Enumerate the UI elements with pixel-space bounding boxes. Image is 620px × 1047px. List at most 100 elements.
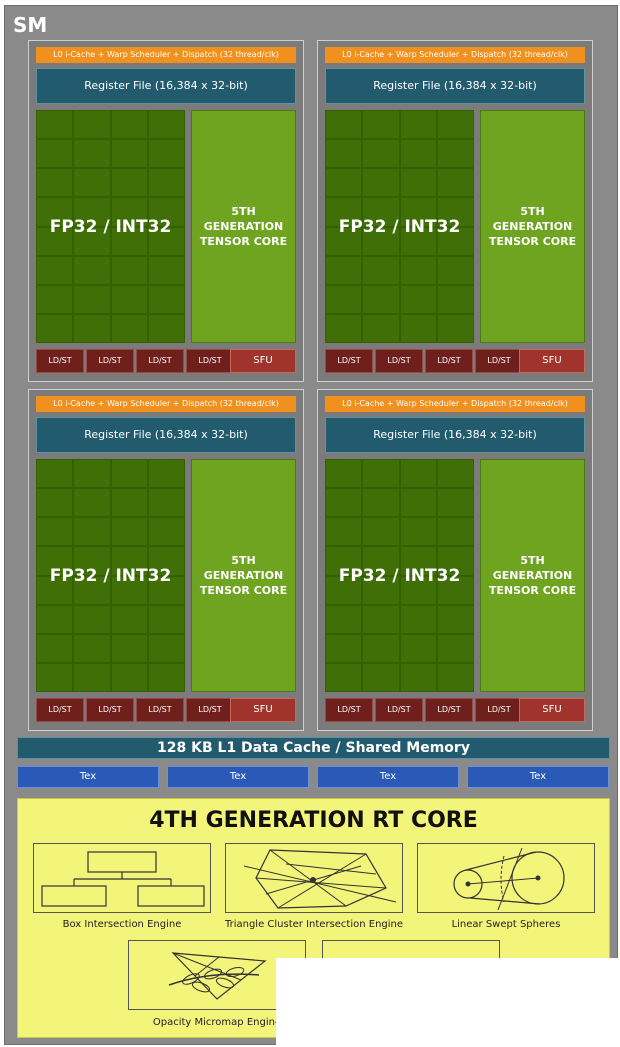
cuda-core <box>326 140 362 168</box>
cuda-core <box>437 518 473 546</box>
tex-unit: Tex <box>467 766 609 788</box>
cuda-core <box>37 285 73 313</box>
cuda-core <box>437 634 473 662</box>
triangle-cluster-engine-label: Triangle Cluster Intersection Engine <box>224 919 404 930</box>
cuda-core <box>400 547 436 575</box>
tex-unit: Tex <box>317 766 459 788</box>
dispatch-bar: L0 i-Cache + Warp Scheduler + Dispatch (… <box>325 47 585 63</box>
cuda-core <box>363 605 399 633</box>
cuda-core <box>74 314 110 342</box>
cuda-core <box>148 314 184 342</box>
cuda-core <box>437 256 473 284</box>
cuda-core <box>437 198 473 226</box>
cuda-core <box>148 285 184 313</box>
cuda-core <box>148 518 184 546</box>
tensor-core: 5TH GENERATION TENSOR CORE <box>191 459 296 692</box>
sfu-unit: SFU <box>230 349 296 373</box>
cuda-core <box>437 489 473 517</box>
cuda-core <box>74 111 110 139</box>
cuda-core-grid <box>36 459 185 692</box>
cuda-core <box>437 140 473 168</box>
cuda-core <box>363 227 399 255</box>
dispatch-bar: L0 i-Cache + Warp Scheduler + Dispatch (… <box>36 47 296 63</box>
cuda-core <box>326 227 362 255</box>
sm-partition: L0 i-Cache + Warp Scheduler + Dispatch (… <box>317 389 593 731</box>
cuda-core <box>326 285 362 313</box>
cuda-core <box>111 518 147 546</box>
cuda-core <box>363 198 399 226</box>
ldst-unit: LD/ST <box>325 349 373 373</box>
cuda-core <box>363 460 399 488</box>
ldst-unit: LD/ST <box>36 349 84 373</box>
cuda-core <box>148 460 184 488</box>
cuda-core <box>37 518 73 546</box>
cuda-core <box>37 547 73 575</box>
cuda-core <box>400 605 436 633</box>
cuda-core <box>437 314 473 342</box>
cuda-core <box>437 547 473 575</box>
cuda-core <box>363 140 399 168</box>
cuda-core <box>111 460 147 488</box>
ldst-unit: LD/ST <box>186 698 234 722</box>
ldst-unit: LD/ST <box>375 349 423 373</box>
cuda-core <box>74 227 110 255</box>
box-hierarchy-icon <box>33 843 211 913</box>
dispatch-bar: L0 i-Cache + Warp Scheduler + Dispatch (… <box>325 396 585 412</box>
cuda-core <box>74 663 110 691</box>
opacity-micromap-engine-label: Opacity Micromap Engine <box>152 1017 282 1028</box>
cuda-core <box>363 314 399 342</box>
ldst-unit: LD/ST <box>375 698 423 722</box>
cuda-core <box>111 111 147 139</box>
cuda-core <box>326 605 362 633</box>
cuda-core <box>326 634 362 662</box>
ldst-unit: LD/ST <box>86 698 134 722</box>
tex-unit: Tex <box>17 766 159 788</box>
cuda-core <box>363 169 399 197</box>
cuda-core <box>37 663 73 691</box>
ldst-unit: LD/ST <box>186 349 234 373</box>
cuda-core <box>37 169 73 197</box>
ldst-unit: LD/ST <box>475 698 523 722</box>
cuda-core <box>74 169 110 197</box>
cuda-core <box>326 314 362 342</box>
cuda-core <box>400 576 436 604</box>
cuda-core <box>74 140 110 168</box>
cuda-core <box>326 576 362 604</box>
cuda-core <box>111 663 147 691</box>
cuda-core <box>437 169 473 197</box>
cuda-core <box>400 634 436 662</box>
ldst-unit: LD/ST <box>325 698 373 722</box>
cuda-core <box>74 460 110 488</box>
rt-core-title: 4TH GENERATION RT CORE <box>149 808 478 833</box>
ldst-unit: LD/ST <box>425 698 473 722</box>
cuda-core <box>111 547 147 575</box>
cuda-core <box>326 489 362 517</box>
cuda-core <box>400 111 436 139</box>
ldst-unit: LD/ST <box>36 698 84 722</box>
cuda-core <box>400 285 436 313</box>
cuda-core <box>37 634 73 662</box>
cuda-core <box>111 198 147 226</box>
cuda-core <box>326 663 362 691</box>
cuda-core <box>111 227 147 255</box>
watermark-cover <box>276 958 620 1047</box>
cuda-core <box>37 256 73 284</box>
tensor-core: 5TH GENERATION TENSOR CORE <box>480 110 585 343</box>
cuda-core <box>37 227 73 255</box>
cuda-core <box>400 489 436 517</box>
cuda-core <box>148 576 184 604</box>
cuda-core-grid <box>325 110 474 343</box>
cuda-core <box>437 460 473 488</box>
cuda-core <box>74 256 110 284</box>
cuda-core <box>74 518 110 546</box>
cuda-core <box>326 518 362 546</box>
sfu-unit: SFU <box>230 698 296 722</box>
cuda-core <box>148 256 184 284</box>
cuda-core <box>326 547 362 575</box>
cuda-core <box>363 518 399 546</box>
cuda-core <box>74 605 110 633</box>
cuda-core <box>148 169 184 197</box>
cuda-core-grid <box>36 110 185 343</box>
cuda-core <box>111 605 147 633</box>
sm-partition: L0 i-Cache + Warp Scheduler + Dispatch (… <box>317 40 593 382</box>
